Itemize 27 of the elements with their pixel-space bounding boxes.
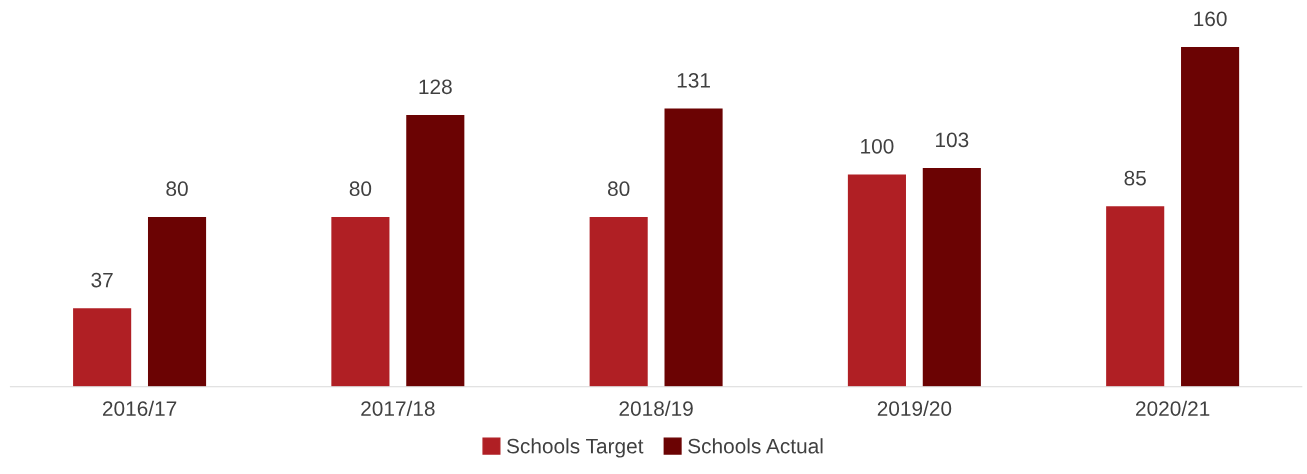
x-tick-label: 2020/21 bbox=[1136, 400, 1210, 416]
bar bbox=[331, 216, 390, 387]
bar bbox=[589, 216, 648, 387]
data-label: 37 bbox=[91, 272, 113, 288]
data-label: 160 bbox=[1194, 11, 1227, 27]
data-label: 80 bbox=[166, 181, 188, 197]
bar bbox=[847, 174, 906, 387]
bar bbox=[1106, 206, 1165, 387]
x-tick-label: 2019/20 bbox=[877, 400, 952, 416]
data-label: 100 bbox=[861, 138, 894, 154]
bar bbox=[406, 114, 465, 387]
data-label: 80 bbox=[607, 181, 630, 197]
data-label: 131 bbox=[677, 73, 710, 88]
bar bbox=[664, 108, 723, 387]
data-label: 85 bbox=[1124, 170, 1146, 186]
bar bbox=[73, 308, 132, 387]
bar bbox=[922, 168, 981, 387]
x-tick-label: 2016/17 bbox=[102, 400, 177, 416]
bar bbox=[1181, 47, 1240, 387]
legend-label: Schools Target bbox=[506, 438, 644, 458]
data-label: 103 bbox=[936, 132, 969, 148]
bar bbox=[147, 216, 207, 387]
legend-label: Schools Actual bbox=[688, 438, 823, 454]
data-label: 80 bbox=[349, 181, 372, 197]
x-tick-label: 2018/19 bbox=[619, 400, 693, 416]
data-label: 128 bbox=[419, 79, 452, 95]
x-tick-label: 2017/18 bbox=[361, 400, 435, 416]
